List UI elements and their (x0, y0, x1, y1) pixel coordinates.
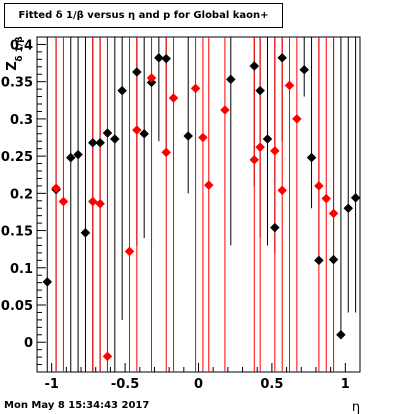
marker-red (249, 154, 260, 165)
marker-black (183, 131, 194, 141)
marker-black (154, 52, 164, 63)
marker-red (292, 114, 302, 124)
marker-red (146, 73, 157, 83)
y-tick-label: 0.4 (10, 38, 33, 53)
y-tick-label: 0.25 (1, 150, 33, 165)
marker-black (269, 222, 280, 233)
y-tick-label: 0 (24, 336, 33, 351)
marker-red (95, 198, 105, 209)
x-axis-label: η (352, 400, 360, 414)
marker-black (87, 137, 98, 148)
plot-frame (36, 36, 361, 373)
marker-red (255, 142, 266, 153)
marker-black (65, 152, 76, 163)
marker-red (314, 181, 324, 191)
marker-red (269, 146, 280, 156)
marker-black (255, 85, 266, 96)
marker-red (284, 80, 295, 91)
x-tick-label: -0.5 (111, 377, 139, 392)
marker-black (350, 192, 360, 203)
y-tick-label: 0.3 (10, 113, 33, 128)
marker-black (73, 149, 83, 160)
marker-red (51, 183, 61, 193)
marker-red (58, 196, 69, 207)
marker-red (203, 180, 214, 190)
x-tick-label: 0.5 (260, 377, 283, 392)
marker-black (117, 85, 128, 96)
marker-red (131, 125, 142, 135)
marker-black (314, 255, 324, 266)
svg-text:δ 1/β: δ 1/β (15, 36, 25, 62)
marker-black (306, 152, 317, 163)
svg-text:Z: Z (5, 61, 20, 70)
marker-red (124, 246, 135, 257)
y-tick-label: 0.2 (10, 187, 33, 202)
chart-title: Fitted δ 1/β versus η and p for Global k… (4, 3, 283, 28)
marker-black (336, 329, 346, 340)
marker-red (102, 351, 113, 362)
marker-black (328, 254, 339, 265)
y-tick-label: 0.05 (1, 299, 33, 314)
marker-black (131, 67, 142, 77)
x-tick-label: 0 (194, 377, 203, 392)
x-tick-label: 1 (341, 377, 350, 392)
marker-black (95, 137, 105, 148)
marker-red (277, 185, 288, 196)
y-tick-label: 0.35 (1, 76, 33, 91)
marker-red (321, 193, 332, 204)
marker-red (220, 105, 230, 115)
marker-black (109, 134, 120, 144)
marker-black (249, 61, 260, 71)
marker-black (139, 128, 150, 139)
y-tick-label: 0.1 (10, 262, 33, 277)
marker-black (277, 52, 288, 63)
marker-red (87, 196, 98, 207)
marker-red (161, 147, 172, 158)
marker-black (343, 203, 354, 214)
footer-date: Mon May 8 15:34:43 2017 (4, 400, 150, 411)
y-tick-label: 0.15 (1, 225, 33, 240)
marker-black (80, 227, 91, 238)
marker-red (190, 83, 201, 94)
marker-black (42, 277, 53, 287)
marker-black (225, 74, 236, 85)
y-axis-label: Z δ 1/β (5, 36, 25, 71)
marker-red (328, 208, 339, 219)
marker-red (198, 132, 208, 143)
marker-black (161, 53, 172, 64)
marker-black (299, 64, 310, 75)
marker-black (102, 128, 113, 138)
marker-red (168, 93, 179, 103)
x-tick-label: -1 (44, 377, 58, 392)
marker-black (262, 134, 273, 144)
